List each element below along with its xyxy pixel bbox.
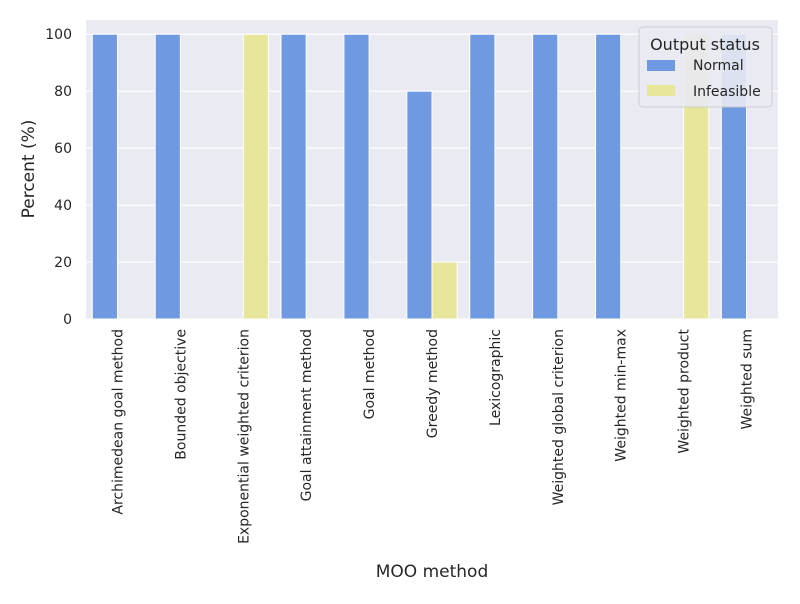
x-tick-label-weighted-product: Weighted product [677,328,693,453]
y-tick-label-0: 0 [63,312,72,328]
legend-label-normal: Normal [693,58,744,74]
bar-normal-greedy-method [406,90,433,320]
y-tick-label-20: 20 [54,255,72,271]
x-tick-label-archimedean-goal-method: Archimedean goal method [110,329,126,515]
bars [91,33,748,320]
y-tick-label-40: 40 [54,198,72,214]
bar-normal-weighted-global-criterion [532,33,559,320]
y-tick-label-60: 60 [54,141,72,157]
bar-normal-goal-method [343,33,370,320]
x-tick-label-weighted-sum: Weighted sum [740,329,756,430]
y-axis-label: Percent (%) [19,120,39,219]
x-tick-label-weighted-min-max: Weighted min-max [614,329,630,462]
y-tick-label-80: 80 [54,84,72,100]
bar-normal-lexicographic [469,33,496,320]
legend-title: Output status [650,35,760,54]
x-tick-label-exponential-weighted-criterion: Exponential weighted criterion [236,329,252,544]
x-tick-label-greedy-method: Greedy method [425,329,441,438]
x-axis-label: MOO method [376,562,488,582]
legend: Output status Normal Infeasible [638,26,773,108]
y-tick-label-100: 100 [45,27,72,43]
bar-normal-weighted-min-max [595,33,622,320]
y-tick-labels: 0 20 40 60 80 100 [45,27,72,328]
legend-label-infeasible: Infeasible [693,84,761,100]
legend-swatch-infeasible [647,85,675,96]
x-tick-label-bounded-objective: Bounded objective [173,329,189,460]
bar-infeasible-exponential-weighted-criterion [242,33,269,320]
x-tick-label-weighted-global-criterion: Weighted global criterion [551,329,567,505]
x-tick-label-goal-attainment-method: Goal attainment method [299,329,315,501]
legend-swatch-normal [647,60,675,71]
bar-normal-bounded-objective [154,33,181,320]
x-tick-labels: Archimedean goal method Bounded objective… [110,328,755,543]
bar-infeasible-greedy-method [431,261,458,320]
x-tick-label-lexicographic: Lexicographic [488,329,504,426]
x-tick-label-goal-method: Goal method [362,329,378,419]
bar-normal-archimedean-goal-method [91,33,118,320]
bar-normal-goal-attainment-method [280,33,307,320]
